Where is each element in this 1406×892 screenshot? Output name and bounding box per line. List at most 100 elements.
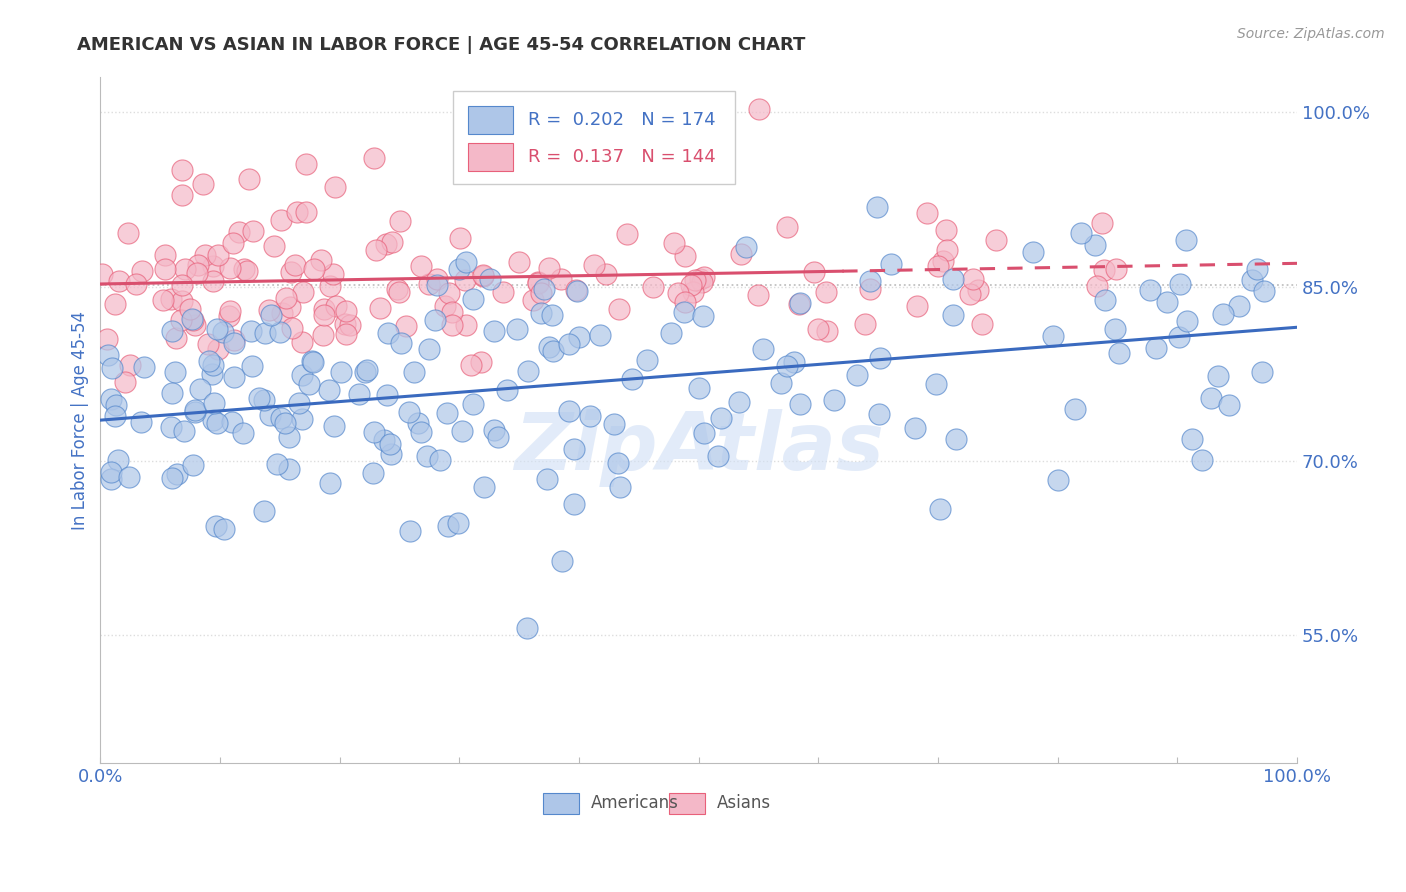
Point (815, 324, 838, 338)
Point (301, 354, 323, 368)
Point (247, 391, 270, 405)
Point (868, 408, 890, 422)
Point (364, 243, 387, 257)
Point (91, 267, 114, 281)
Point (1022, 244, 1045, 259)
Point (184, 405, 207, 419)
Point (1191, 453, 1213, 467)
Point (769, 376, 792, 390)
Point (236, 264, 259, 278)
Point (447, 262, 470, 277)
Point (529, 285, 551, 300)
Point (271, 306, 294, 320)
Point (202, 275, 225, 289)
Point (170, 294, 193, 309)
Point (636, 353, 658, 368)
Point (194, 248, 217, 262)
Point (96, 332, 118, 346)
Point (160, 420, 183, 434)
Point (159, 293, 181, 307)
Point (339, 318, 361, 332)
Point (402, 365, 425, 379)
Point (429, 453, 451, 467)
Point (202, 260, 225, 274)
Point (259, 409, 281, 423)
Point (312, 301, 335, 316)
Text: AMERICAN VS ASIAN IN LABOR FORCE | AGE 45-54 CORRELATION CHART: AMERICAN VS ASIAN IN LABOR FORCE | AGE 4… (77, 36, 806, 54)
Point (266, 458, 288, 472)
Point (541, 344, 564, 359)
Point (205, 416, 228, 430)
Point (207, 343, 229, 357)
Point (984, 233, 1007, 247)
Point (522, 293, 544, 308)
Point (734, 240, 756, 254)
Point (381, 235, 404, 249)
Point (932, 254, 955, 268)
Point (117, 226, 139, 240)
Point (224, 335, 246, 350)
Point (437, 286, 460, 301)
Point (125, 277, 148, 291)
Point (689, 272, 711, 286)
Point (291, 285, 314, 300)
Point (204, 519, 226, 533)
Point (214, 522, 236, 536)
Point (568, 330, 591, 344)
Point (278, 430, 301, 444)
Point (160, 471, 183, 485)
Point (114, 375, 136, 389)
Point (274, 416, 297, 430)
Point (207, 248, 229, 262)
Point (807, 322, 830, 336)
Text: Americans: Americans (591, 795, 679, 813)
Point (373, 433, 395, 447)
Text: R =  0.202   N = 174: R = 0.202 N = 174 (527, 111, 716, 129)
Point (173, 262, 195, 277)
Point (803, 265, 825, 279)
Point (789, 397, 811, 411)
Point (1094, 262, 1116, 277)
Point (287, 396, 309, 410)
Point (659, 326, 682, 341)
Point (181, 312, 204, 326)
Point (815, 285, 838, 300)
Point (550, 272, 572, 286)
Point (454, 255, 477, 269)
Point (692, 310, 714, 324)
Point (202, 396, 225, 410)
Point (294, 157, 316, 171)
Point (1241, 273, 1264, 287)
Point (153, 248, 176, 262)
Point (238, 171, 260, 186)
Point (730, 247, 752, 261)
Point (107, 452, 129, 467)
Point (252, 392, 274, 407)
Point (692, 426, 714, 441)
Point (472, 480, 495, 494)
Point (449, 231, 471, 245)
Point (942, 308, 965, 322)
Point (1246, 261, 1268, 276)
Point (108, 274, 131, 288)
Point (291, 411, 314, 425)
Point (260, 308, 283, 322)
Point (152, 293, 174, 308)
Point (536, 472, 558, 486)
Point (530, 306, 553, 320)
Point (666, 285, 689, 300)
Point (134, 360, 156, 375)
Point (319, 279, 342, 293)
Point (228, 225, 250, 239)
Point (205, 322, 228, 336)
Point (1218, 398, 1240, 412)
Point (232, 425, 254, 440)
Point (1091, 216, 1114, 230)
Point (692, 275, 714, 289)
Point (312, 327, 335, 342)
Point (302, 355, 325, 369)
Point (224, 333, 246, 347)
Point (606, 456, 628, 470)
Point (595, 268, 617, 282)
Point (479, 271, 502, 285)
